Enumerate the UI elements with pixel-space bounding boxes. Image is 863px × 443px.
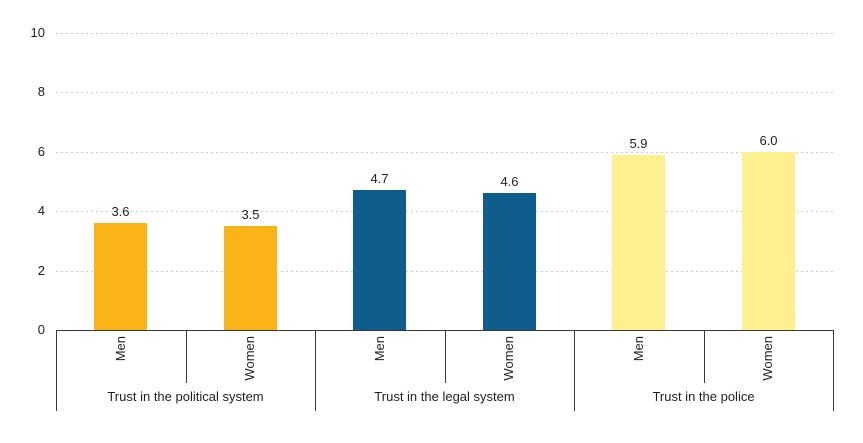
category-label: Women — [760, 336, 775, 381]
bar-value-label: 4.6 — [500, 174, 519, 189]
bar-value-label: 3.6 — [111, 204, 130, 219]
bar-men-group2 — [353, 190, 406, 330]
category-label: Men — [113, 336, 128, 362]
y-axis-tick-label: 10 — [30, 25, 45, 40]
x-axis-line — [56, 330, 834, 331]
group-label: Trust in the legal system — [374, 389, 515, 404]
bar-women-group2 — [483, 193, 536, 330]
category-separator-line — [186, 330, 187, 383]
gridline — [56, 92, 833, 93]
group-label: Trust in the police — [652, 389, 755, 404]
group-boundary-line — [574, 330, 575, 411]
bar-women-group3 — [742, 152, 795, 330]
category-label: Men — [631, 336, 646, 362]
group-boundary-line — [833, 330, 834, 411]
bar-men-group1 — [94, 223, 147, 330]
bar-women-group1 — [224, 226, 277, 330]
category-label: Women — [501, 336, 516, 381]
category-separator-line — [445, 330, 446, 383]
gridline — [56, 211, 833, 212]
gridline — [56, 33, 833, 34]
y-axis-tick-label: 0 — [37, 322, 45, 337]
bar-men-group3 — [612, 155, 665, 330]
bar-value-label: 6.0 — [759, 133, 778, 148]
gridline — [56, 152, 833, 153]
bar-value-label: 5.9 — [629, 136, 648, 151]
group-label: Trust in the political system — [107, 389, 264, 404]
y-axis-tick-label: 6 — [37, 144, 45, 159]
category-separator-line — [704, 330, 705, 383]
category-label: Men — [372, 336, 387, 362]
y-axis-tick-label: 4 — [37, 203, 45, 218]
bar-value-label: 3.5 — [241, 207, 260, 222]
gridline — [56, 271, 833, 272]
category-label: Women — [242, 336, 257, 381]
y-axis-tick-label: 8 — [37, 84, 45, 99]
y-axis-tick-label: 2 — [37, 263, 45, 278]
bar-value-label: 4.7 — [370, 171, 389, 186]
group-boundary-line — [315, 330, 316, 411]
group-boundary-line — [56, 330, 57, 411]
